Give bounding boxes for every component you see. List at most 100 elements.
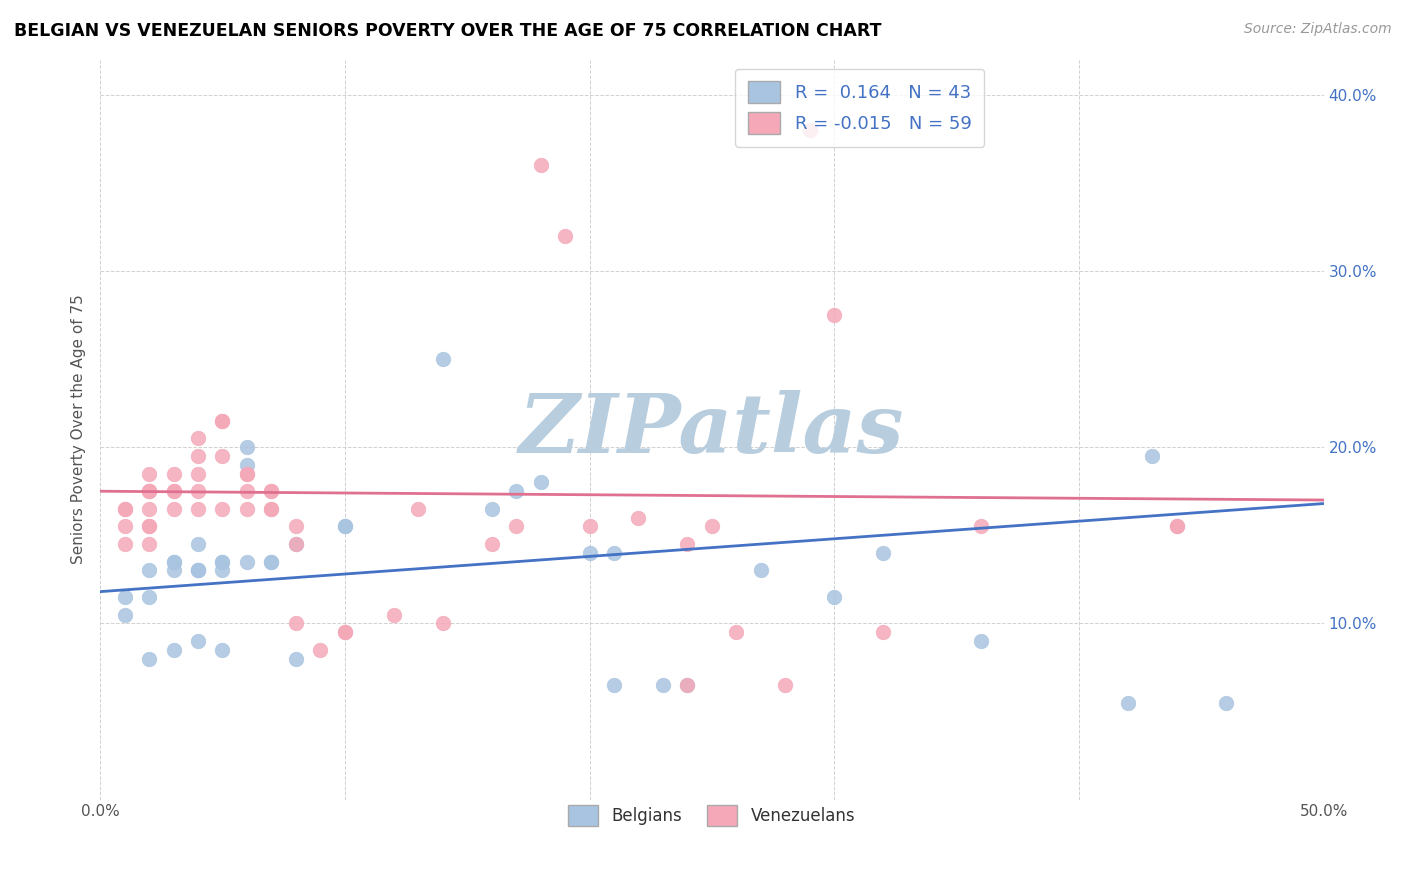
Point xyxy=(211,555,233,569)
Point xyxy=(187,467,209,481)
Text: ZIPatlas: ZIPatlas xyxy=(519,390,904,469)
Point xyxy=(211,555,233,569)
Point xyxy=(284,537,307,551)
Point xyxy=(211,414,233,428)
Point xyxy=(260,484,283,499)
Point xyxy=(187,564,209,578)
Point xyxy=(138,590,160,604)
Point xyxy=(676,678,699,692)
Y-axis label: Seniors Poverty Over the Age of 75: Seniors Poverty Over the Age of 75 xyxy=(72,294,86,565)
Point xyxy=(970,519,993,533)
Point xyxy=(138,501,160,516)
Point xyxy=(676,678,699,692)
Point xyxy=(333,625,356,640)
Point xyxy=(211,564,233,578)
Point xyxy=(260,501,283,516)
Point xyxy=(823,590,845,604)
Point xyxy=(284,537,307,551)
Point xyxy=(1166,519,1188,533)
Point xyxy=(236,440,259,454)
Point xyxy=(284,616,307,631)
Point xyxy=(382,607,405,622)
Point xyxy=(162,555,184,569)
Point xyxy=(333,519,356,533)
Point xyxy=(114,501,136,516)
Point xyxy=(749,564,772,578)
Legend: Belgians, Venezuelans: Belgians, Venezuelans xyxy=(558,796,865,836)
Point xyxy=(481,501,503,516)
Point xyxy=(162,501,184,516)
Point xyxy=(187,431,209,445)
Point xyxy=(138,537,160,551)
Point xyxy=(578,546,600,560)
Point xyxy=(211,501,233,516)
Point xyxy=(138,651,160,665)
Point xyxy=(114,537,136,551)
Point xyxy=(1166,519,1188,533)
Point xyxy=(162,642,184,657)
Point xyxy=(529,158,551,172)
Point xyxy=(1215,696,1237,710)
Point xyxy=(260,501,283,516)
Text: BELGIAN VS VENEZUELAN SENIORS POVERTY OVER THE AGE OF 75 CORRELATION CHART: BELGIAN VS VENEZUELAN SENIORS POVERTY OV… xyxy=(14,22,882,40)
Point xyxy=(236,467,259,481)
Point xyxy=(284,651,307,665)
Point xyxy=(775,678,797,692)
Point xyxy=(162,467,184,481)
Point xyxy=(162,555,184,569)
Point xyxy=(187,449,209,463)
Point xyxy=(481,537,503,551)
Point xyxy=(187,564,209,578)
Point xyxy=(187,634,209,648)
Point xyxy=(162,484,184,499)
Point xyxy=(236,484,259,499)
Point xyxy=(114,607,136,622)
Point xyxy=(211,642,233,657)
Point xyxy=(823,308,845,322)
Point xyxy=(1116,696,1139,710)
Point xyxy=(432,616,454,631)
Point xyxy=(187,537,209,551)
Point xyxy=(505,484,527,499)
Point xyxy=(260,484,283,499)
Point xyxy=(260,555,283,569)
Point xyxy=(872,625,894,640)
Point xyxy=(700,519,723,533)
Point xyxy=(432,352,454,367)
Point xyxy=(138,519,160,533)
Point xyxy=(162,564,184,578)
Point xyxy=(970,634,993,648)
Point xyxy=(236,458,259,472)
Point xyxy=(187,501,209,516)
Point xyxy=(114,501,136,516)
Point xyxy=(1142,449,1164,463)
Point xyxy=(114,519,136,533)
Point xyxy=(236,555,259,569)
Point xyxy=(138,564,160,578)
Point xyxy=(333,625,356,640)
Point xyxy=(554,228,576,243)
Point xyxy=(187,484,209,499)
Point xyxy=(284,519,307,533)
Point xyxy=(578,519,600,533)
Point xyxy=(406,501,429,516)
Text: Source: ZipAtlas.com: Source: ZipAtlas.com xyxy=(1244,22,1392,37)
Point xyxy=(211,414,233,428)
Point xyxy=(529,475,551,490)
Point xyxy=(627,510,650,524)
Point xyxy=(799,123,821,137)
Point xyxy=(603,546,626,560)
Point xyxy=(138,519,160,533)
Point xyxy=(138,467,160,481)
Point xyxy=(138,484,160,499)
Point xyxy=(236,467,259,481)
Point xyxy=(138,484,160,499)
Point xyxy=(505,519,527,533)
Point xyxy=(725,625,748,640)
Point xyxy=(211,449,233,463)
Point xyxy=(676,537,699,551)
Point xyxy=(603,678,626,692)
Point xyxy=(114,590,136,604)
Point xyxy=(333,519,356,533)
Point xyxy=(162,484,184,499)
